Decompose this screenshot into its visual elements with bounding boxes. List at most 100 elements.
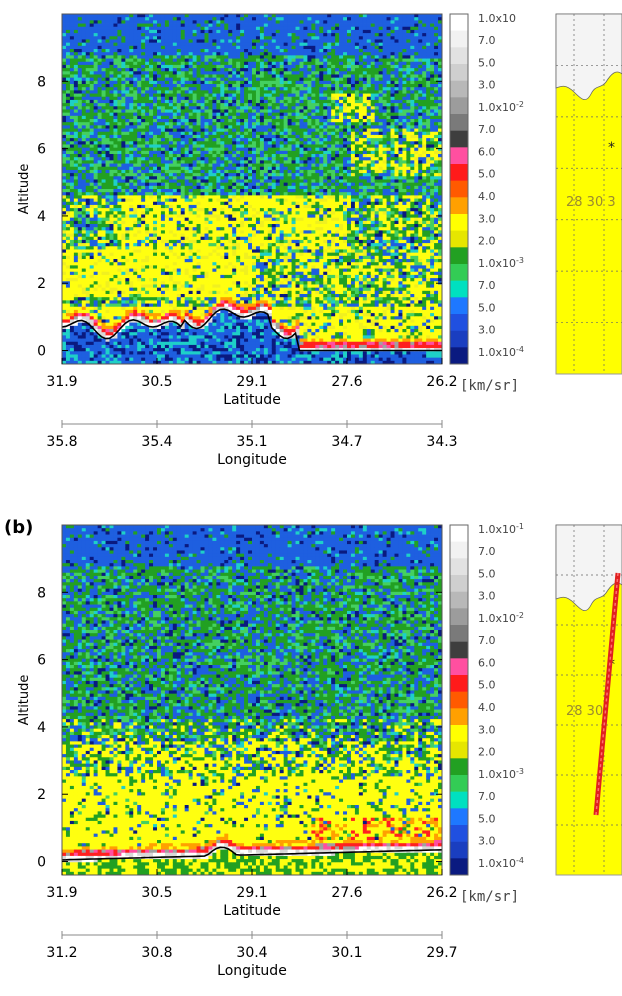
heatmap-cell	[105, 77, 110, 82]
heatmap-cell	[129, 338, 134, 343]
heatmap-cell	[160, 217, 166, 222]
heatmap-cell	[85, 26, 91, 31]
heatmap-cell	[212, 220, 217, 225]
heatmap-cell	[176, 52, 182, 56]
heatmap-cell	[216, 297, 221, 301]
heatmap-cell	[168, 287, 174, 292]
heatmap-cell	[133, 344, 138, 349]
heatmap-cell	[81, 208, 87, 212]
heatmap-cell	[69, 290, 75, 295]
heatmap-cell	[172, 125, 178, 129]
heatmap-cell	[157, 335, 162, 339]
heatmap-cell	[224, 281, 229, 285]
heatmap-cell	[137, 71, 142, 75]
heatmap-cell	[157, 154, 162, 158]
heatmap-cell	[77, 26, 83, 31]
heatmap-cell	[137, 80, 142, 85]
heatmap-cell	[73, 106, 79, 110]
heatmap-cell	[145, 26, 150, 31]
heatmap-cell	[97, 243, 102, 247]
heatmap-cell	[204, 274, 209, 279]
heatmap-cell	[232, 33, 237, 37]
heatmap-cell	[172, 246, 178, 250]
heatmap-cell	[62, 154, 67, 158]
heatmap-cell	[93, 236, 99, 241]
heatmap-cell	[117, 217, 122, 222]
heatmap-cell	[192, 198, 197, 203]
heatmap-cell	[188, 55, 194, 59]
heatmap-cell	[172, 119, 178, 123]
heatmap-cell	[188, 112, 194, 117]
heatmap-cell	[224, 252, 229, 257]
heatmap-cell	[236, 233, 241, 238]
heatmap-cell	[208, 262, 213, 266]
heatmap-cell	[125, 64, 130, 69]
heatmap-cell	[149, 160, 154, 164]
heatmap-cell	[109, 58, 114, 63]
heatmap-cell	[73, 185, 79, 190]
heatmap-cell	[204, 14, 209, 18]
heatmap-cell	[77, 284, 83, 289]
heatmap-cell	[157, 29, 162, 34]
heatmap-cell	[172, 166, 178, 171]
heatmap-cell	[89, 332, 95, 336]
heatmap-cell	[109, 348, 114, 352]
heatmap-cell	[97, 268, 102, 273]
heatmap-cell	[188, 26, 194, 31]
heatmap-cell	[184, 33, 190, 37]
heatmap-cell	[113, 297, 118, 301]
heatmap-cell	[164, 36, 170, 40]
heatmap-cell	[149, 192, 154, 196]
heatmap-cell	[160, 169, 166, 174]
heatmap-cell	[93, 77, 99, 82]
heatmap-cell	[180, 99, 186, 104]
heatmap-cell	[97, 354, 102, 359]
heatmap-cell	[149, 109, 154, 114]
heatmap-cell	[97, 71, 102, 75]
heatmap-cell	[220, 329, 225, 333]
heatmap-cell	[69, 198, 75, 203]
heatmap-cell	[188, 138, 194, 142]
heatmap-cell	[160, 64, 166, 69]
heatmap-cell	[129, 243, 134, 247]
heatmap-cell	[73, 278, 79, 282]
heatmap-cell	[141, 271, 146, 276]
heatmap-cell	[69, 259, 75, 263]
heatmap-cell	[232, 230, 237, 234]
heatmap-cell	[164, 90, 170, 94]
heatmap-cell	[172, 52, 178, 56]
heatmap-cell	[236, 68, 241, 72]
heatmap-cell	[216, 246, 221, 250]
heatmap-cell	[93, 93, 99, 98]
heatmap-cell	[208, 169, 213, 174]
heatmap-cell	[77, 77, 83, 82]
heatmap-cell	[168, 74, 174, 79]
heatmap-cell	[164, 138, 170, 142]
heatmap-cell	[125, 90, 130, 94]
heatmap-cell	[77, 125, 83, 129]
heatmap-cell	[176, 84, 182, 88]
heatmap-cell	[77, 217, 83, 222]
heatmap-cell	[236, 93, 241, 98]
heatmap-cell	[168, 131, 174, 136]
heatmap-cell	[141, 14, 146, 18]
heatmap-cell	[105, 157, 110, 161]
heatmap-cell	[157, 249, 162, 254]
heatmap-cell	[157, 227, 162, 231]
heatmap-cell	[121, 138, 126, 142]
heatmap-cell	[73, 217, 79, 222]
heatmap-cell	[101, 74, 106, 79]
heatmap-cell	[93, 300, 99, 304]
heatmap-cell	[89, 243, 95, 247]
heatmap-cell	[184, 182, 190, 187]
heatmap-cell	[65, 306, 71, 311]
heatmap-cell	[65, 106, 71, 110]
heatmap-cell	[196, 109, 201, 114]
heatmap-cell	[176, 354, 182, 359]
heatmap-cell	[157, 119, 162, 123]
heatmap-cell	[101, 131, 106, 136]
heatmap-cell	[153, 14, 158, 18]
heatmap-cell	[97, 211, 102, 215]
heatmap-cell	[196, 144, 201, 149]
heatmap-cell	[145, 195, 150, 199]
